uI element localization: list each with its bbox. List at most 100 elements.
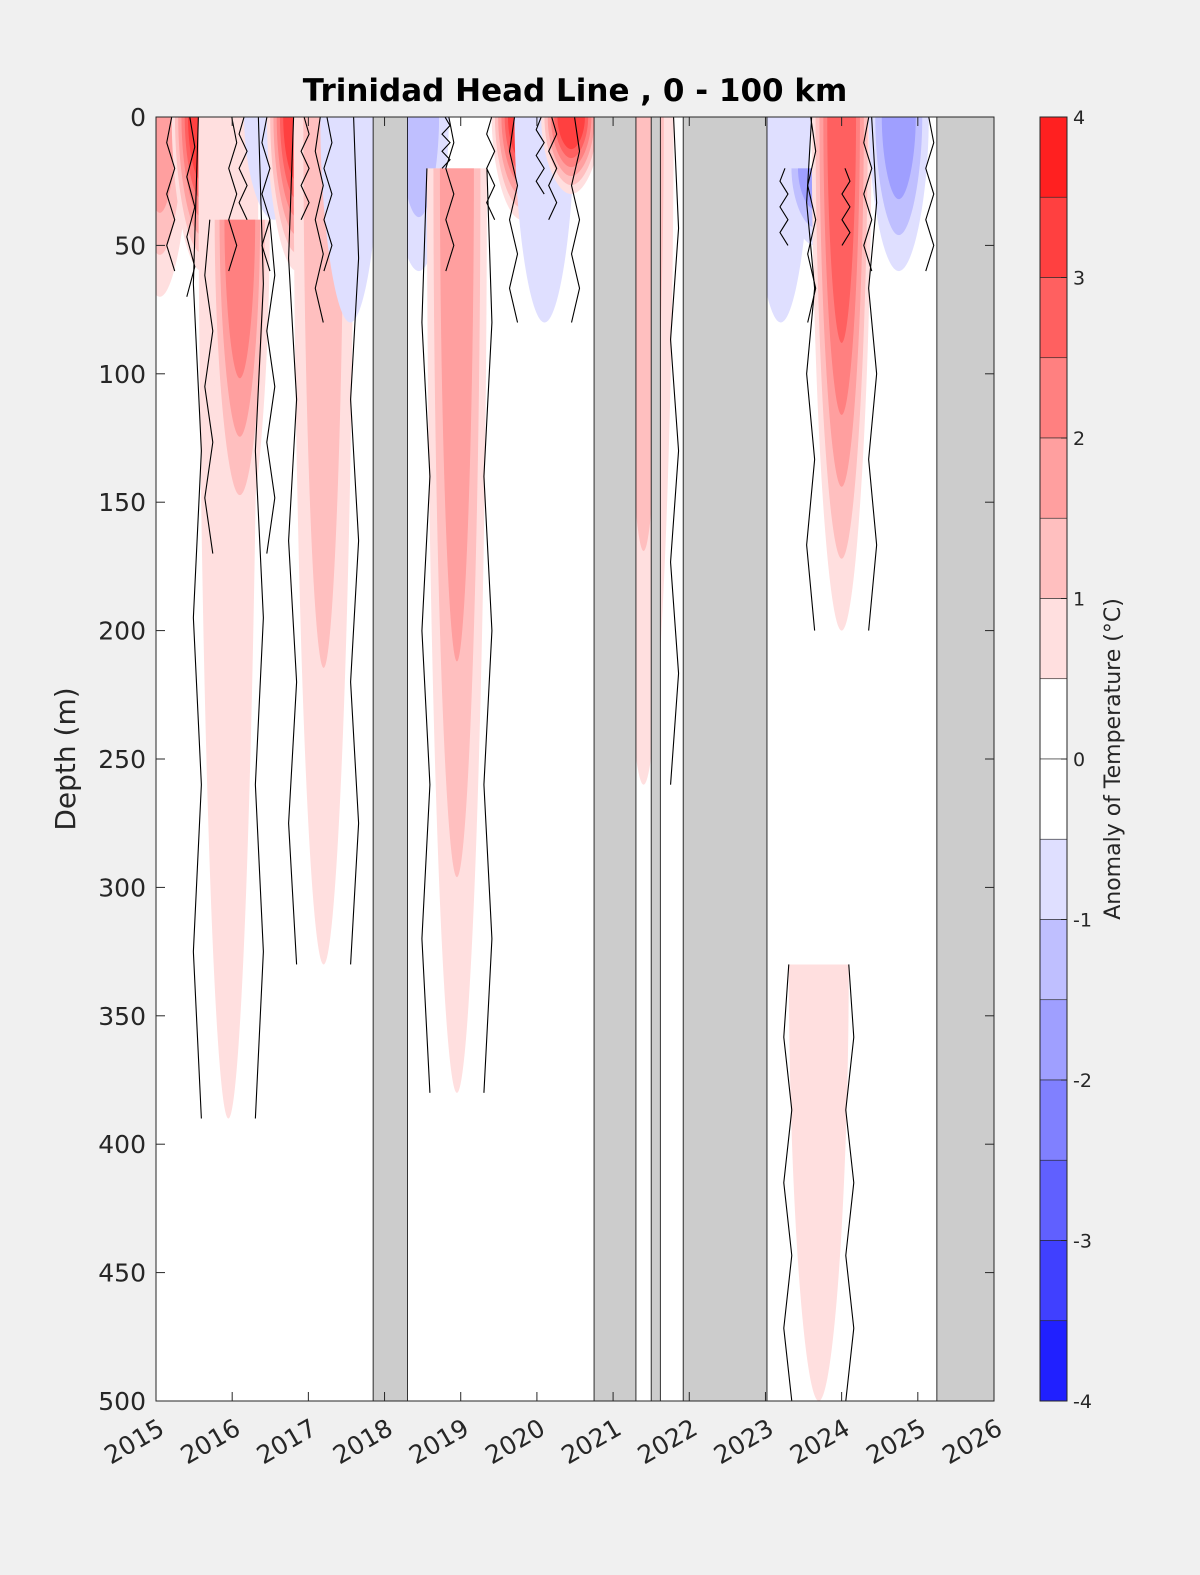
colorbar-tick-label: 4	[1073, 107, 1085, 129]
colorbar-label: Anomaly of Temperature (°C)	[1101, 598, 1126, 920]
zero-contour	[125, 117, 133, 297]
no-data-region	[650, 117, 661, 1401]
zero-contour	[186, 117, 196, 297]
x-tick-label: 2017	[252, 1413, 322, 1470]
y-tick-label: 250	[98, 745, 146, 774]
anomaly-feature	[811, 117, 872, 631]
zero-contour	[807, 117, 817, 323]
y-tick-label: 350	[98, 1002, 146, 1031]
colorbar-bin	[1039, 1320, 1068, 1402]
x-tick-label: 2023	[709, 1413, 779, 1470]
colorbar-tick-label: -2	[1073, 1070, 1092, 1092]
colorbar-bin	[1039, 196, 1068, 278]
zero-contour	[288, 117, 298, 965]
y-axis: 0 50 100 150 200 250 300 350 400 450 500	[98, 103, 994, 1416]
zero-contour	[670, 117, 680, 785]
colorbar-bin	[1039, 598, 1068, 680]
anomaly-feature	[209, 219, 270, 554]
zero-contour	[863, 117, 873, 272]
y-tick-label: 200	[98, 617, 146, 646]
anomaly-feature	[426, 168, 487, 1093]
zero-contour	[783, 964, 793, 1401]
colorbar-bin	[1039, 1240, 1068, 1322]
zero-contour	[266, 219, 276, 554]
colorbar-bin	[1039, 437, 1068, 519]
colorbar-bin	[1039, 838, 1068, 920]
y-tick-label: 300	[98, 873, 146, 902]
colorbar-tick-label: 1	[1073, 589, 1085, 611]
colorbar-tick-label: -3	[1073, 1231, 1092, 1253]
colorbar-tick-label: -4	[1073, 1391, 1092, 1413]
x-tick-label: 2025	[861, 1413, 931, 1470]
colorbar-bin	[1039, 116, 1068, 198]
x-tick-label: 2022	[633, 1413, 703, 1470]
zero-contour	[483, 168, 493, 1093]
x-tick-label: 2018	[328, 1413, 398, 1470]
anomaly-band	[881, 117, 916, 200]
y-tick-label: 500	[98, 1387, 146, 1416]
colorbar-bin	[1039, 999, 1068, 1081]
zero-contour	[314, 117, 324, 323]
no-data-region	[372, 117, 408, 1401]
colorbar-tick-label: 2	[1073, 428, 1085, 450]
zero-contour	[300, 117, 310, 220]
zero-contour	[779, 168, 789, 246]
anomaly-band	[320, 117, 381, 323]
colorbar-bin	[1039, 357, 1068, 439]
colorbar-bin	[1039, 277, 1068, 359]
zero-contour	[535, 117, 545, 195]
anomaly-feature	[788, 964, 849, 1401]
y-tick-label: 400	[98, 1130, 146, 1159]
zero-contour	[166, 117, 176, 272]
anomaly-band	[156, 117, 177, 213]
zero-contour	[841, 168, 851, 246]
no-data-region	[682, 117, 768, 1401]
zero-contour	[204, 219, 214, 554]
colorbar-tick-label: -1	[1073, 910, 1092, 932]
colorbar-bin	[1039, 1079, 1068, 1161]
colorbar-tick-label: 0	[1073, 749, 1085, 771]
y-tick-label: 50	[114, 231, 146, 260]
zero-contour	[254, 117, 264, 1119]
x-tick-label: 2015	[99, 1413, 169, 1470]
zero-contour	[421, 168, 431, 1093]
zero-contours	[125, 117, 935, 1401]
x-tick-label: 2020	[480, 1413, 550, 1470]
zero-contour	[486, 117, 496, 220]
zero-contour	[548, 117, 558, 220]
zero-contour	[508, 117, 519, 323]
colorbar-bin	[1039, 678, 1068, 760]
anomaly-band	[827, 117, 857, 343]
y-axis-label: Depth (m)	[49, 687, 82, 830]
y-tick-label: 0	[130, 103, 146, 132]
zero-contour	[845, 964, 855, 1401]
x-tick-label: 2024	[785, 1413, 855, 1470]
x-tick-label: 2021	[556, 1413, 626, 1470]
colorbar-tick-label: 3	[1073, 268, 1085, 290]
zero-contour	[868, 117, 878, 631]
zero-contour	[350, 117, 360, 965]
zero-contour	[570, 117, 581, 323]
zero-contour	[445, 117, 455, 272]
zero-contour	[228, 117, 238, 272]
zero-contour	[806, 117, 816, 631]
anomaly-band	[788, 964, 849, 1401]
colorbar-bin	[1039, 1159, 1068, 1241]
colorbar-bin	[1039, 919, 1068, 1001]
chart-title: Trinidad Head Line , 0 - 100 km	[303, 73, 848, 109]
zero-contour	[238, 117, 248, 220]
x-tick-label: 2026	[937, 1413, 1007, 1470]
zero-contour	[925, 117, 935, 272]
no-data-region	[936, 117, 994, 1401]
y-tick-label: 150	[98, 488, 146, 517]
y-tick-label: 450	[98, 1259, 146, 1288]
zero-contour	[323, 117, 333, 272]
no-data-region	[593, 117, 637, 1401]
plot-area: 2015 2016 2017 2018 2019 2020 2021 2022 2023 2024…	[98, 103, 1007, 1470]
colorbar-bin	[1039, 517, 1068, 599]
anomaly-feature	[868, 117, 929, 272]
no-data-regions	[372, 117, 994, 1401]
x-tick-label: 2016	[176, 1413, 246, 1470]
zero-contour	[261, 117, 271, 272]
